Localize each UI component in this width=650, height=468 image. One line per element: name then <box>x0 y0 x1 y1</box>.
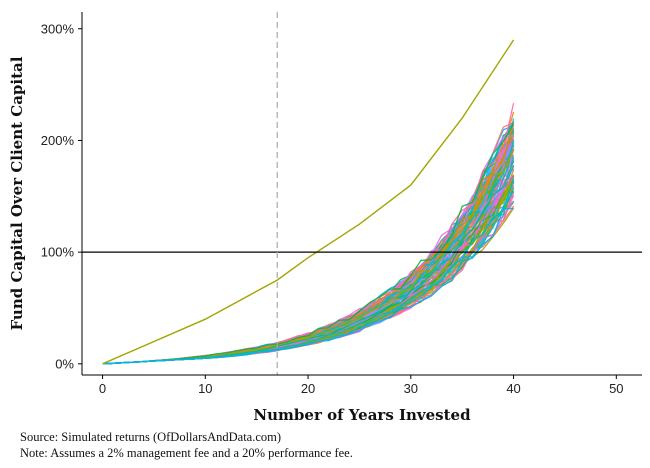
simulation-line <box>102 138 514 365</box>
x-axis-ticks: 0 10 20 30 40 50 <box>99 375 624 396</box>
y-tick-label: 0% <box>55 356 74 371</box>
series-lines <box>102 39 515 365</box>
y-axis-ticks: 0% 100% 200% 300% <box>41 21 82 371</box>
y-tick-label: 200% <box>41 133 75 148</box>
x-axis-title: Number of Years Invested <box>253 406 471 424</box>
source-note: Source: Simulated returns (OfDollarsAndD… <box>20 430 282 444</box>
simulation-line <box>102 207 514 365</box>
x-tick-label: 50 <box>609 381 623 396</box>
y-axis-title: Fund Capital Over Client Capital <box>8 56 26 330</box>
x-tick-label: 10 <box>198 381 212 396</box>
assumption-note: Note: Assumes a 2% management fee and a … <box>20 446 353 460</box>
x-tick-label: 0 <box>99 381 106 396</box>
simulation-line <box>102 138 515 365</box>
y-tick-label: 300% <box>41 21 75 36</box>
slowest-simulation-line <box>102 39 515 365</box>
y-tick-label: 100% <box>41 245 75 260</box>
x-tick-label: 40 <box>506 381 520 396</box>
x-tick-label: 30 <box>404 381 418 396</box>
x-tick-label: 20 <box>301 381 315 396</box>
